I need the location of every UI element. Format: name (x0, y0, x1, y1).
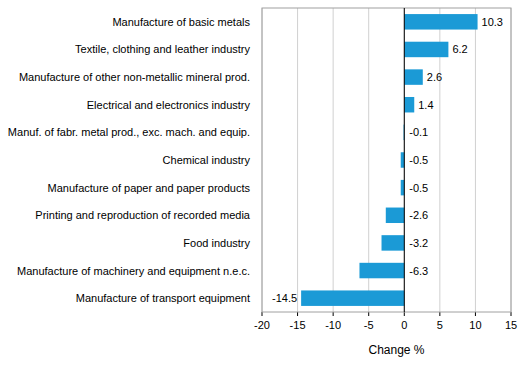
category-label: Manufacture of basic metals (112, 16, 250, 28)
tick-label: -5 (364, 319, 374, 331)
tick-label: -20 (254, 319, 270, 331)
bar (404, 97, 414, 112)
data-label: 10.3 (482, 16, 503, 28)
category-label: Manufacture of transport equipment (76, 292, 250, 304)
tick-mark (404, 312, 405, 316)
data-label: 2.6 (427, 71, 442, 83)
category-label: Printing and reproduction of recorded me… (35, 209, 251, 221)
tick-mark (262, 312, 263, 316)
bar (401, 152, 405, 167)
data-label: 1.4 (418, 99, 433, 111)
data-label: -0.5 (409, 182, 428, 194)
axis-title: Change % (368, 343, 424, 357)
tick-mark (333, 312, 334, 316)
data-label: -3.2 (409, 237, 428, 249)
bar (401, 180, 405, 195)
zero-line (404, 8, 405, 312)
bar (382, 235, 405, 250)
data-label: -0.1 (409, 126, 428, 138)
bar (386, 208, 404, 223)
grid-line (475, 8, 476, 312)
category-label: Manuf. of fabr. metal prod., exc. mach. … (8, 126, 250, 138)
tick-label: 5 (437, 319, 443, 331)
chart: -20 -15 -10 -5 0 5 10 15 Manufacture of basic me… (0, 0, 529, 378)
category-label: Electrical and electronics industry (87, 99, 251, 111)
plot-frame (262, 8, 511, 312)
grid-line (297, 8, 298, 312)
data-label: 6.2 (452, 43, 467, 55)
bar (359, 263, 404, 278)
bar (404, 69, 422, 84)
bar (301, 290, 404, 305)
tick-mark (368, 312, 369, 316)
grid-line (333, 8, 334, 312)
bar (404, 14, 477, 29)
data-label: -0.5 (409, 154, 428, 166)
tick-label: 0 (401, 319, 407, 331)
tick-mark (297, 312, 298, 316)
tick-mark (439, 312, 440, 316)
bars (301, 14, 477, 306)
tick-label: 10 (469, 319, 481, 331)
chart-container: -20 -15 -10 -5 0 5 10 15 Manufacture of basic me… (0, 0, 529, 378)
data-label: -14.5 (272, 292, 297, 304)
tick-label: -10 (325, 319, 341, 331)
category-label: Chemical industry (163, 154, 251, 166)
bar (404, 42, 448, 57)
category-label: Manufacture of other non-metallic minera… (19, 71, 250, 83)
category-label: Food industry (183, 237, 250, 249)
category-label: Manufacture of paper and paper products (48, 182, 251, 194)
tick-label: 15 (505, 319, 517, 331)
tick-mark (511, 312, 512, 316)
tick-label: -15 (290, 319, 306, 331)
category-label: Manufacture of machinery and equipment n… (17, 265, 250, 277)
category-label: Textile, clothing and leather industry (75, 43, 250, 55)
tick-mark (475, 312, 476, 316)
data-label: -2.6 (409, 209, 428, 221)
data-label: -6.3 (409, 265, 428, 277)
grid-line (404, 8, 405, 312)
